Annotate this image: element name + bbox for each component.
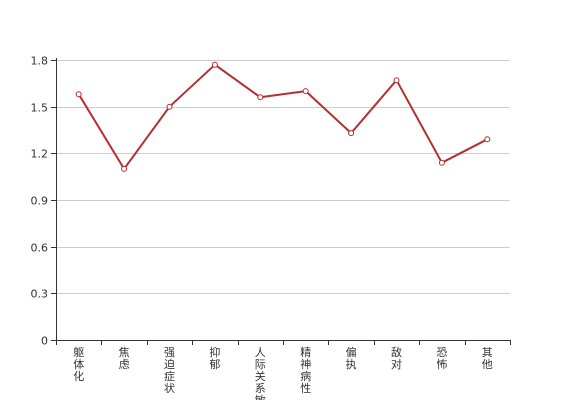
data-point[interactable] xyxy=(302,88,309,95)
y-axis: 0 0.3 0.6 0.9 1.2 1.5 1.8 xyxy=(31,55,57,348)
x-tick-label: 躯体化 xyxy=(73,346,84,383)
x-tick-label: 人际关系敏感 xyxy=(255,346,266,400)
series xyxy=(75,61,491,172)
data-point[interactable] xyxy=(121,165,128,172)
data-point[interactable] xyxy=(166,103,173,110)
gridlines xyxy=(56,60,510,294)
y-tick-label: 1.2 xyxy=(31,148,49,161)
y-tick-label: 1.8 xyxy=(31,55,49,68)
data-point[interactable] xyxy=(484,136,491,143)
x-tick-label: 其他 xyxy=(482,346,493,371)
x-tick-label: 恐怖 xyxy=(436,346,447,371)
x-tick-label: 精神病性 xyxy=(300,346,311,395)
y-tick-label: 0 xyxy=(41,335,48,348)
x-tick-label: 偏执 xyxy=(346,345,357,371)
y-tick-label: 0.6 xyxy=(31,242,49,255)
series-line xyxy=(77,63,488,170)
y-tick-label: 1.5 xyxy=(31,102,49,115)
y-tick-label: 0.3 xyxy=(31,288,49,301)
data-point[interactable] xyxy=(393,77,400,84)
data-point[interactable] xyxy=(211,61,218,68)
x-tick-label: 抑郁 xyxy=(209,345,220,371)
data-point[interactable] xyxy=(257,94,264,101)
x-axis: 躯体化 焦虑 强迫症状 抑郁 人际关系敏感 精神病性 偏执 敌对 恐怖 其他 xyxy=(56,340,511,400)
data-point[interactable] xyxy=(75,91,82,98)
x-tick-label: 焦虑 xyxy=(119,346,130,371)
x-tick-label: 强迫症状 xyxy=(164,346,175,395)
data-point[interactable] xyxy=(438,159,445,166)
y-tick-label: 0.9 xyxy=(31,195,49,208)
data-point[interactable] xyxy=(348,130,355,137)
x-tick-label: 敌对 xyxy=(391,345,402,371)
